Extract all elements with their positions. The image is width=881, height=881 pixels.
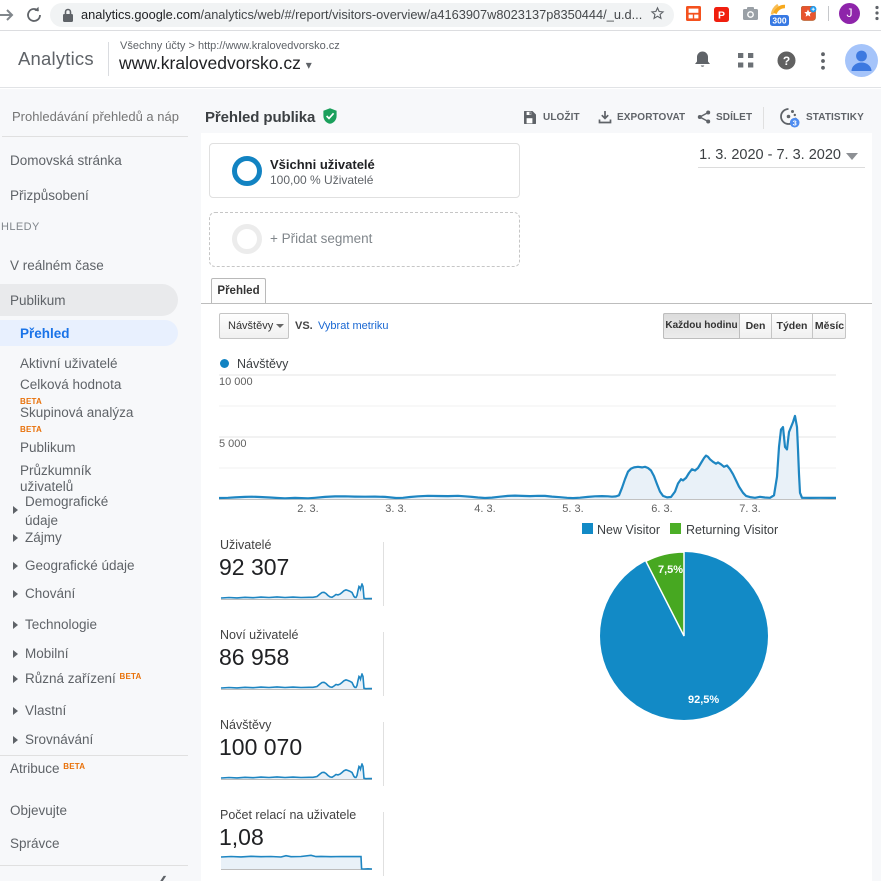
svg-text:3: 3 (793, 119, 797, 128)
svg-text:7,5%: 7,5% (658, 564, 683, 576)
svg-text:92,5%: 92,5% (688, 694, 719, 706)
svg-text:P: P (718, 10, 725, 22)
svg-text:?: ? (783, 54, 790, 68)
svg-text:300: 300 (772, 16, 786, 26)
